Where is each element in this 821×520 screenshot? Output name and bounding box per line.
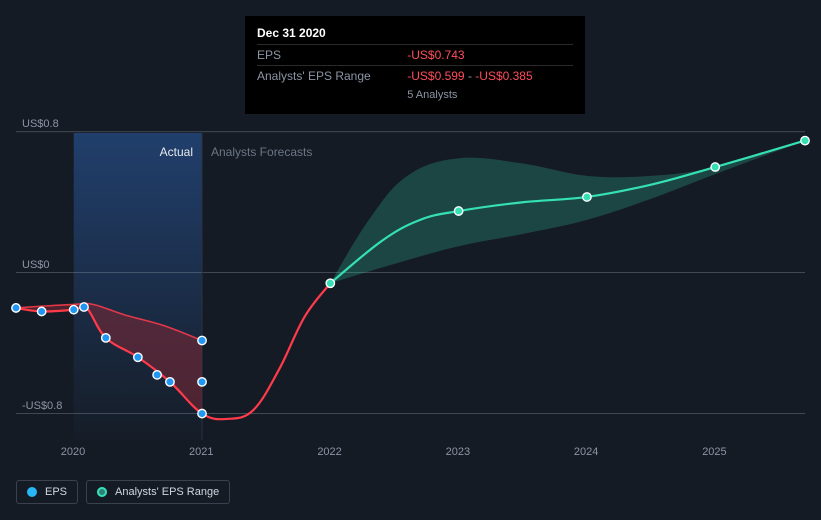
tooltip-title: Dec 31 2020	[257, 26, 573, 40]
tooltip-table: EPS -US$0.743 Analysts' EPS Range -US$0.…	[257, 44, 573, 104]
x-tick-label: 2021	[189, 446, 213, 458]
x-tick-label: 2022	[317, 446, 341, 458]
tooltip-row-label: EPS	[257, 45, 407, 66]
y-tick-label: US$0.8	[22, 118, 59, 130]
x-tick-label: 2020	[61, 446, 85, 458]
x-tick-label: 2023	[446, 446, 470, 458]
legend-swatch-range	[97, 487, 107, 497]
tooltip-row-label: Analysts' EPS Range	[257, 66, 407, 87]
tooltip-row-value: -US$0.599 - -US$0.385	[407, 66, 573, 87]
chart-legend: EPS Analysts' EPS Range	[16, 480, 230, 504]
region-label-actual: Actual	[160, 145, 193, 159]
chart-tooltip: Dec 31 2020 EPS -US$0.743 Analysts' EPS …	[245, 16, 585, 114]
y-tick-label: -US$0.8	[22, 400, 62, 412]
tooltip-row-value: -US$0.743	[407, 45, 573, 66]
y-tick-label: US$0	[22, 259, 50, 271]
x-tick-label: 2024	[574, 446, 598, 458]
x-tick-label: 2025	[702, 446, 726, 458]
legend-label: EPS	[45, 486, 67, 498]
legend-item-eps[interactable]: EPS	[16, 480, 78, 504]
legend-item-range[interactable]: Analysts' EPS Range	[86, 480, 230, 504]
legend-swatch-eps	[27, 487, 37, 497]
tooltip-row-sub: 5 Analysts	[407, 86, 573, 104]
legend-label: Analysts' EPS Range	[115, 486, 219, 498]
region-label-forecast: Analysts Forecasts	[211, 145, 312, 159]
